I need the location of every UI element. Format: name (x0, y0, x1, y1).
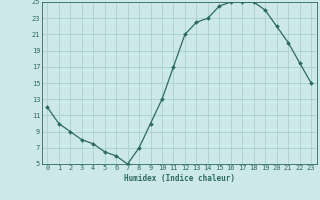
X-axis label: Humidex (Indice chaleur): Humidex (Indice chaleur) (124, 174, 235, 183)
